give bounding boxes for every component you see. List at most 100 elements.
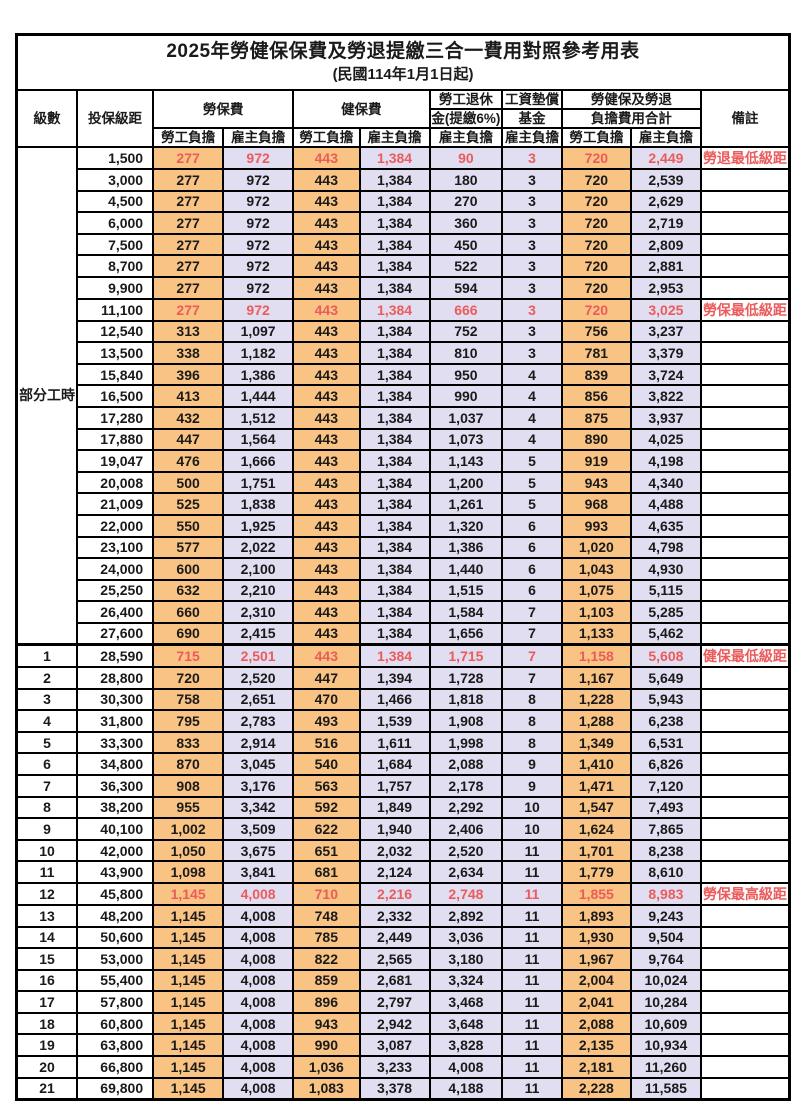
header-level: 級數 [15, 89, 78, 148]
cell-insured-bracket: 63,800 [75, 1033, 155, 1058]
cell-wage-fund-employer: 11 [501, 990, 563, 1014]
header-row-1: 級數 投保級距 勞保費 健保費 勞工退休 工資墊償 勞健保及勞退 備註 [15, 89, 791, 148]
cell-insured-bracket: 38,200 [75, 795, 155, 820]
cell-labor-employer: 1,386 [222, 362, 295, 387]
cell-labor-employee: 277 [152, 189, 225, 214]
cell-level: 9 [15, 817, 78, 841]
cell-total-employer: 4,635 [629, 513, 702, 538]
cell-total-employer: 5,462 [629, 621, 702, 646]
cell-total-employee: 968 [560, 492, 632, 516]
cell-total-employer: 6,826 [629, 752, 702, 776]
cell-pension-employer: 1,818 [428, 687, 504, 712]
cell-health-employee: 622 [292, 817, 361, 841]
cell-level: 17 [15, 990, 78, 1014]
cell-note [699, 990, 791, 1014]
cell-wage-fund-employer: 11 [501, 860, 563, 884]
table-row: 16,500 413 1,444 443 1,384 990 4 856 3,8… [17, 384, 791, 408]
cell-labor-employer: 1,512 [222, 405, 295, 430]
cell-health-employee: 470 [292, 687, 361, 712]
cell-health-employee: 447 [292, 665, 361, 690]
cell-total-employer: 5,115 [629, 578, 702, 603]
cell-note [699, 968, 791, 993]
cell-labor-employee: 1,145 [152, 990, 225, 1014]
cell-total-employer: 7,493 [629, 795, 702, 820]
cell-pension-employer: 1,715 [428, 643, 504, 668]
header-pension-line1: 勞工退休 [428, 89, 504, 110]
cell-wage-fund-employer: 4 [501, 362, 563, 387]
cell-labor-employee: 413 [152, 384, 225, 408]
cell-labor-employer: 972 [222, 232, 295, 257]
cell-total-employee: 993 [560, 513, 632, 538]
cell-labor-employer: 972 [222, 275, 295, 300]
cell-total-employer: 3,025 [629, 297, 702, 322]
cell-wage-fund-employer: 3 [501, 254, 563, 278]
cell-wage-fund-employer: 6 [501, 578, 563, 603]
cell-level: 8 [15, 795, 78, 820]
cell-pension-employer: 1,200 [428, 470, 504, 495]
cell-insured-bracket: 53,000 [75, 947, 155, 971]
cell-level: 14 [15, 925, 78, 950]
cell-total-employee: 720 [560, 297, 632, 322]
cell-insured-bracket: 17,880 [75, 427, 155, 452]
cell-total-employee: 943 [560, 470, 632, 495]
cell-wage-fund-employer: 4 [501, 405, 563, 430]
cell-health-employer: 1,384 [358, 362, 431, 387]
cell-health-employee: 516 [292, 730, 361, 755]
header-health-employee-share: 勞工負擔 [292, 127, 361, 148]
cell-insured-bracket: 24,000 [75, 557, 155, 581]
cell-pension-employer: 752 [428, 319, 504, 344]
cell-total-employee: 1,288 [560, 709, 632, 733]
cell-total-employer: 3,724 [629, 362, 702, 387]
table-row: 4,500 277 972 443 1,384 270 3 720 2,629 [17, 189, 791, 214]
cell-total-employee: 2,004 [560, 968, 632, 993]
cell-health-employee: 443 [292, 319, 361, 344]
cell-wage-fund-employer: 4 [501, 384, 563, 408]
cell-insured-bracket: 43,900 [75, 860, 155, 884]
cell-health-employer: 1,684 [358, 752, 431, 776]
premium-table: 2025年勞健保保費及勞退提繳三合一費用對照參考用表 (民國114年1月1日起)… [15, 33, 791, 1101]
cell-level: 19 [15, 1033, 78, 1058]
cell-labor-employer: 2,310 [222, 600, 295, 624]
cell-labor-employee: 833 [152, 730, 225, 755]
cell-labor-employer: 972 [222, 189, 295, 214]
cell-wage-fund-employer: 5 [501, 470, 563, 495]
cell-pension-employer: 2,892 [428, 903, 504, 928]
cell-level: 20 [15, 1055, 78, 1079]
cell-insured-bracket: 1,500 [75, 146, 155, 170]
cell-health-employer: 1,384 [358, 146, 431, 170]
cell-total-employer: 10,284 [629, 990, 702, 1014]
cell-health-employer: 1,849 [358, 795, 431, 820]
page-title: 2025年勞健保保費及勞退提繳三合一費用對照參考用表 [166, 41, 640, 62]
cell-note [699, 535, 791, 560]
cell-pension-employer: 1,386 [428, 535, 504, 560]
cell-pension-employer: 3,828 [428, 1033, 504, 1058]
table-body: 部分工時 1,500 277 972 443 1,384 90 3 720 2,… [15, 145, 791, 1101]
cell-note [699, 1033, 791, 1058]
cell-total-employee: 1,020 [560, 535, 632, 560]
cell-wage-fund-employer: 7 [501, 665, 563, 690]
cell-health-employer: 2,216 [358, 881, 431, 906]
header-fund-employer-share: 雇主負擔 [501, 127, 563, 148]
cell-insured-bracket: 23,100 [75, 535, 155, 560]
table-row: 17,280 432 1,512 443 1,384 1,037 4 875 3… [17, 405, 791, 430]
cell-insured-bracket: 40,100 [75, 817, 155, 841]
cell-total-employer: 3,822 [629, 384, 702, 408]
cell-insured-bracket: 28,800 [75, 665, 155, 690]
cell-insured-bracket: 17,280 [75, 405, 155, 430]
cell-note [699, 189, 791, 214]
cell-health-employee: 443 [292, 146, 361, 170]
cell-note [699, 860, 791, 884]
cell-note [699, 600, 791, 624]
cell-wage-fund-employer: 11 [501, 1011, 563, 1036]
cell-total-employee: 1,701 [560, 838, 632, 863]
cell-labor-employee: 632 [152, 578, 225, 603]
cell-labor-employer: 972 [222, 146, 295, 170]
table-row: 20,008 500 1,751 443 1,384 1,200 5 943 4… [17, 470, 791, 495]
cell-pension-employer: 1,908 [428, 709, 504, 733]
cell-total-employer: 11,260 [629, 1055, 702, 1079]
cell-level: 15 [15, 947, 78, 971]
cell-wage-fund-employer: 7 [501, 621, 563, 646]
cell-pension-employer: 2,178 [428, 773, 504, 798]
cell-labor-employer: 4,008 [222, 990, 295, 1014]
cell-wage-fund-employer: 3 [501, 211, 563, 235]
